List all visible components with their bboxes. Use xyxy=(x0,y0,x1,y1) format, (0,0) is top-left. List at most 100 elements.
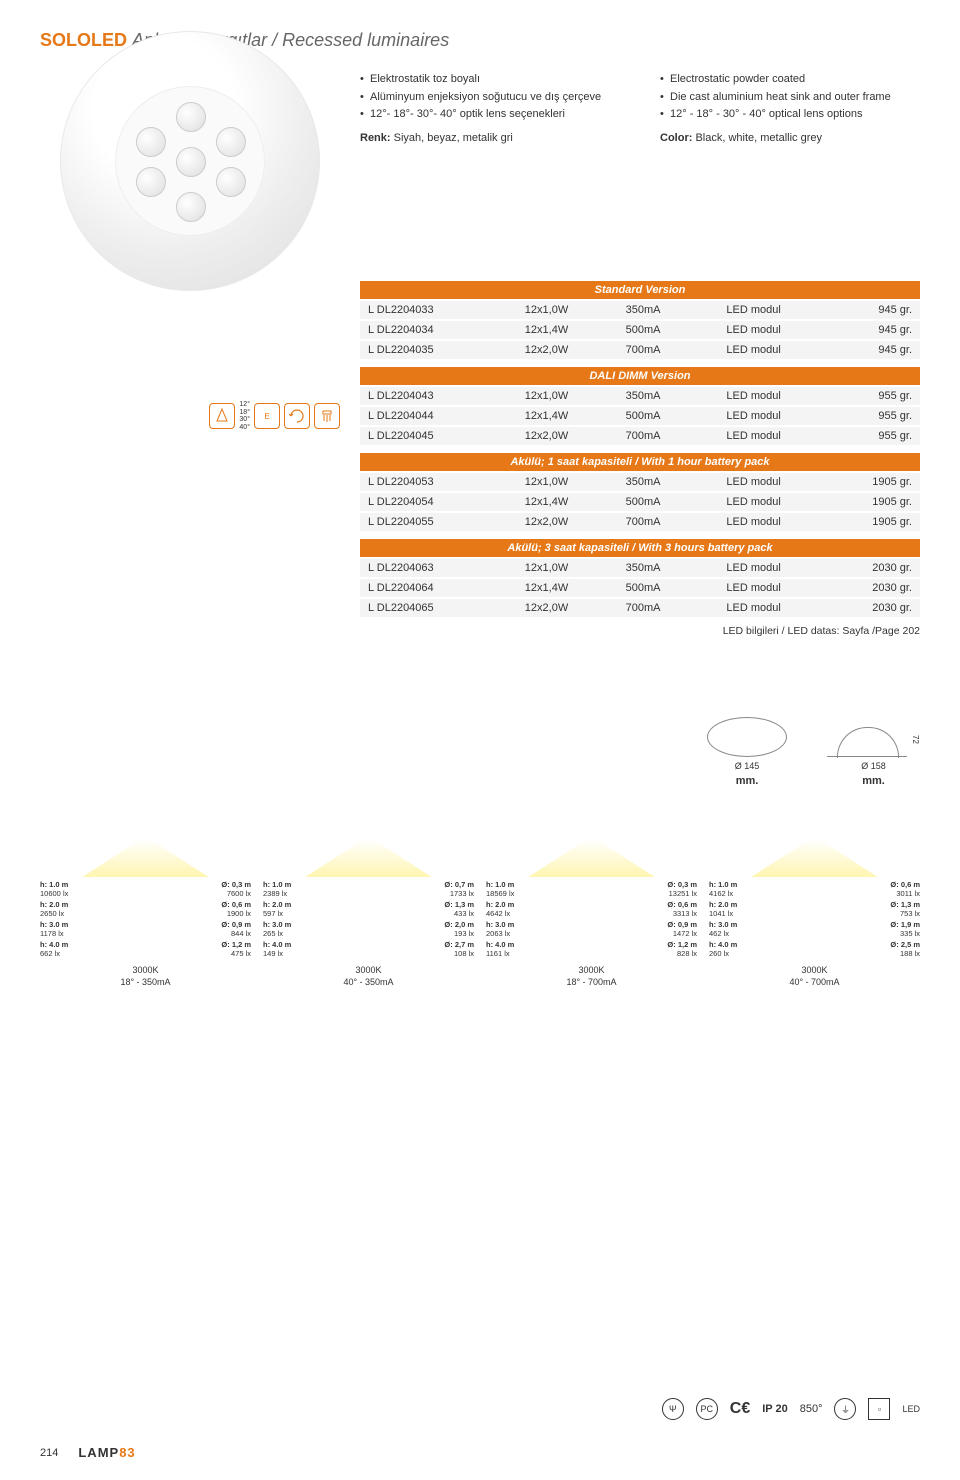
specs-columns: Elektrostatik toz boyalı Alüminyum enjek… xyxy=(360,61,920,261)
table-cell: 700mA xyxy=(618,598,719,618)
table-row: L DL220405412x1,4W500mALED modul1905 gr. xyxy=(360,492,920,512)
table-cell: LED modul xyxy=(718,492,830,512)
table-cell: 955 gr. xyxy=(830,406,920,426)
lux-line: h: 3.0 m1178 lxØ: 0,9 m844 lx xyxy=(40,919,251,939)
energy-icon: E xyxy=(254,403,280,429)
table-row: L DL220404312x1,0W350mALED modul955 gr. xyxy=(360,386,920,406)
dimensions-row: Ø 145 mm. 72 Ø 158 mm. xyxy=(40,717,920,787)
table-header: Standard Version xyxy=(360,281,920,300)
inner-ring xyxy=(115,86,265,236)
lux-caption: 3000K40° - 350mA xyxy=(263,965,474,988)
tables-section: 12° 18° 30° 40° E Standard VersionL DL22… xyxy=(40,281,920,637)
lux-line: h: 1.0 m2389 lxØ: 0,7 m1733 lx xyxy=(263,879,474,899)
table-header: Akülü; 1 saat kapasiteli / With 1 hour b… xyxy=(360,453,920,472)
lux-beam-shape xyxy=(40,839,251,877)
table-cell: L DL2204064 xyxy=(360,578,517,598)
tables-column: Standard VersionL DL220403312x1,0W350mAL… xyxy=(360,281,920,637)
table-cell: L DL2204053 xyxy=(360,472,517,492)
table-cell: 350mA xyxy=(618,472,719,492)
ip-rating: IP 20 xyxy=(762,1403,788,1415)
table-cell: 945 gr. xyxy=(830,300,920,320)
table-row: L DL220405512x2,0W700mALED modul1905 gr. xyxy=(360,512,920,532)
color-value: Siyah, beyaz, metalik gri xyxy=(394,132,513,144)
table-cell: 700mA xyxy=(618,426,719,446)
specs-en: Electrostatic powder coated Die cast alu… xyxy=(660,71,920,261)
table-cell: L DL2204043 xyxy=(360,386,517,406)
table-cell: L DL2204063 xyxy=(360,558,517,578)
table-cell: 350mA xyxy=(618,558,719,578)
table-cell: L DL2204034 xyxy=(360,320,517,340)
table-cell: 700mA xyxy=(618,340,719,360)
icons-column: 12° 18° 30° 40° E xyxy=(40,281,340,637)
top-row: Elektrostatik toz boyalı Alüminyum enjek… xyxy=(40,61,920,261)
lux-line: h: 4.0 m260 lxØ: 2,5 m188 lx xyxy=(709,939,920,959)
table-cell: L DL2204044 xyxy=(360,406,517,426)
table-cell: 12x1,0W xyxy=(517,300,618,320)
spec-table: Akülü; 1 saat kapasiteli / With 1 hour b… xyxy=(360,453,920,533)
rotate-icon xyxy=(284,403,310,429)
downlight-icon xyxy=(314,403,340,429)
dim-d2: Ø 158 xyxy=(827,761,920,771)
lux-line: h: 3.0 m462 lxØ: 1,9 m335 lx xyxy=(709,919,920,939)
table-cell: 1905 gr. xyxy=(830,512,920,532)
table-row: L DL220404512x2,0W700mALED modul955 gr. xyxy=(360,426,920,446)
page-footer: 214 LAMP83 xyxy=(40,1445,136,1460)
temp-rating: 850° xyxy=(800,1403,823,1415)
table-cell: 500mA xyxy=(618,578,719,598)
color-value: Black, white, metallic grey xyxy=(695,132,822,144)
cert-icon-1: Ψ xyxy=(662,1398,684,1420)
table-cell: 12x1,0W xyxy=(517,558,618,578)
table-cell: 12x2,0W xyxy=(517,512,618,532)
lux-line: h: 1.0 m4162 lxØ: 0,6 m3011 lx xyxy=(709,879,920,899)
table-cell: 12x1,4W xyxy=(517,492,618,512)
logo-part1: LAMP xyxy=(78,1445,119,1460)
dim-section: 72 Ø 158 mm. xyxy=(827,717,920,787)
lux-block: h: 1.0 m10600 lxØ: 0,3 m7600 lxh: 2.0 m2… xyxy=(40,837,251,988)
specs-tr-list: Elektrostatik toz boyalı Alüminyum enjek… xyxy=(360,71,620,124)
table-cell: 2030 gr. xyxy=(830,558,920,578)
table-cell: L DL2204054 xyxy=(360,492,517,512)
page-number: 214 xyxy=(40,1447,58,1459)
logo-part2: 83 xyxy=(119,1445,135,1460)
plan-shape xyxy=(707,717,787,757)
lux-line: h: 2.0 m597 lxØ: 1,3 m433 lx xyxy=(263,899,474,919)
table-cell: 945 gr. xyxy=(830,340,920,360)
mm-label: mm. xyxy=(707,775,787,787)
beam-icons: 12° 18° 30° 40° E xyxy=(209,401,340,432)
table-cell: LED modul xyxy=(718,386,830,406)
table-cell: 500mA xyxy=(618,320,719,340)
table-cell: L DL2204065 xyxy=(360,598,517,618)
table-cell: LED modul xyxy=(718,512,830,532)
spec-table: Standard VersionL DL220403312x1,0W350mAL… xyxy=(360,281,920,361)
brand-logo: LAMP83 xyxy=(78,1445,135,1460)
product-image xyxy=(40,61,340,261)
lux-caption: 3000K18° - 350mA xyxy=(40,965,251,988)
table-cell: LED modul xyxy=(718,340,830,360)
color-tr: Renk: Siyah, beyaz, metalik gri xyxy=(360,130,620,148)
lux-beam-shape xyxy=(263,839,474,877)
table-cell: 945 gr. xyxy=(830,320,920,340)
table-cell: L DL2204035 xyxy=(360,340,517,360)
ground-icon: ⏚ xyxy=(834,1398,856,1420)
lux-line: h: 3.0 m2063 lxØ: 0,9 m1472 lx xyxy=(486,919,697,939)
color-label: Color: xyxy=(660,132,692,144)
luminaire-circle xyxy=(60,31,320,291)
section-shape xyxy=(827,717,907,757)
table-cell: 1905 gr. xyxy=(830,492,920,512)
cert-icon-2: PC xyxy=(696,1398,718,1420)
spec-item: Alüminyum enjeksiyon soğutucu ve dış çer… xyxy=(360,89,620,107)
lux-line: h: 2.0 m4642 lxØ: 0,6 m3313 lx xyxy=(486,899,697,919)
page: SOLOLED Ankastre aygıtlar / Recessed lum… xyxy=(0,0,960,1480)
table-cell: LED modul xyxy=(718,406,830,426)
table-cell: L DL2204045 xyxy=(360,426,517,446)
lux-line: h: 4.0 m1161 lxØ: 1,2 m828 lx xyxy=(486,939,697,959)
lux-caption: 3000K18° - 700mA xyxy=(486,965,697,988)
table-cell: 12x1,4W xyxy=(517,406,618,426)
table-row: L DL220403312x1,0W350mALED modul945 gr. xyxy=(360,300,920,320)
table-row: L DL220406412x1,4W500mALED modul2030 gr. xyxy=(360,578,920,598)
table-cell: 500mA xyxy=(618,492,719,512)
lux-line: h: 2.0 m1041 lxØ: 1,3 m753 lx xyxy=(709,899,920,919)
brand-name: SOLOLED xyxy=(40,30,127,50)
lux-line: h: 3.0 m265 lxØ: 2,0 m193 lx xyxy=(263,919,474,939)
table-header: DALI DIMM Version xyxy=(360,367,920,386)
